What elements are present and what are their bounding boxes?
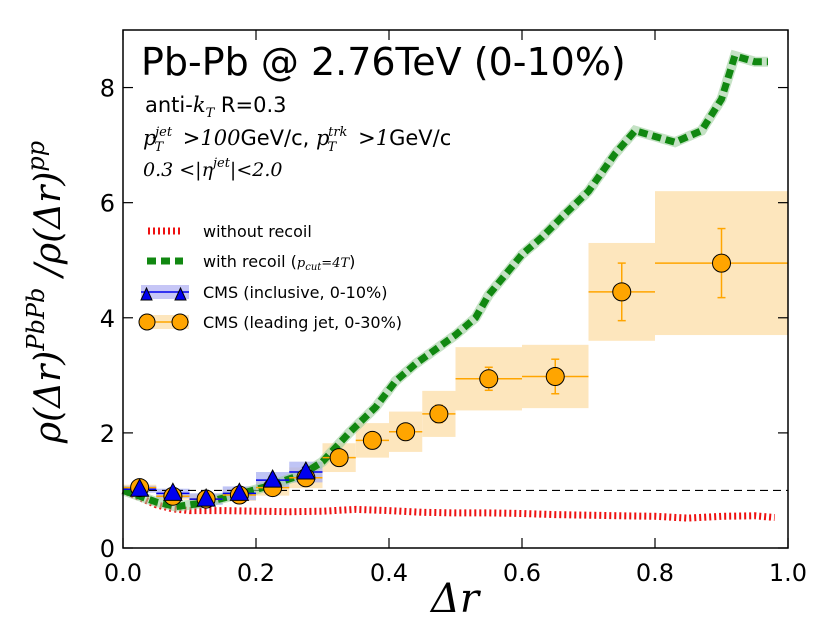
point-inclusive-2 [196,488,216,507]
point-leading-7 [362,430,382,450]
line-without-recoil [121,487,775,522]
axis-ticks: 0.0 0.2 0.4 0.6 0.8 1.0 0 2 4 6 8 [100,30,807,587]
annotation-pt-cuts: pTjet >100GeV/c, pTtrk >1GeV/c [143,125,451,155]
plot-frame [122,29,789,549]
point-leading-12 [612,282,632,302]
legend-label-without-recoil: without recoil [203,222,312,241]
x-tick-label-0: 0.0 [104,559,142,587]
y-tick-label-2: 4 [100,305,115,333]
x-tick-label-1: 0.2 [237,559,275,587]
y-axis-label: ρ(Δr)PbPb /ρ(Δr)pp [22,141,69,444]
x-tick-label-5: 1.0 [769,559,807,587]
y-tick-label-1: 2 [100,420,115,448]
line-with-recoil [121,51,768,511]
y-tick-label-3: 6 [100,190,115,218]
x-tick-label-3: 0.6 [503,559,541,587]
legend-marker-cms-leading-2 [171,313,189,331]
point-inclusive-3 [229,482,250,501]
legend-marker-cms-leading-1 [138,313,156,331]
annotation-eta-cut: 0.3 <|ηjet|<2.0 [143,156,282,181]
point-inclusive-5 [296,460,316,480]
chart-title: Pb-Pb @ 2.76TeV (0-10%) [141,40,626,84]
point-inclusive-4 [262,469,283,488]
y-tick-label-0: 0 [100,535,115,563]
legend-label-cms-inclusive: CMS (inclusive, 0-10%) [203,283,387,302]
x-tick-label-2: 0.4 [370,559,408,587]
point-leading-9 [429,404,449,424]
point-inclusive-0 [129,478,150,497]
point-leading-13 [712,253,731,273]
legend-label-cms-leading: CMS (leading jet, 0-30%) [203,313,402,332]
legend-marker-cms-inclusive-2 [174,286,187,301]
point-leading-8 [396,422,416,442]
x-axis-label: Δr [429,576,482,622]
point-leading-10 [479,369,499,389]
y-tick-label-4: 8 [100,75,115,103]
series-with-recoil [121,49,768,512]
legend-label-with-recoil: with recoil (pcut=4T) [203,252,355,273]
series-without-recoil [121,487,775,522]
point-inclusive-1 [163,482,183,501]
point-leading-11 [545,366,565,386]
x-tick-label-4: 0.8 [636,559,674,587]
legend-marker-cms-inclusive-1 [140,286,153,301]
data-points [129,253,731,509]
annotation-algorithm: anti-kT R=0.3 [145,93,287,121]
point-leading-6 [329,448,349,468]
